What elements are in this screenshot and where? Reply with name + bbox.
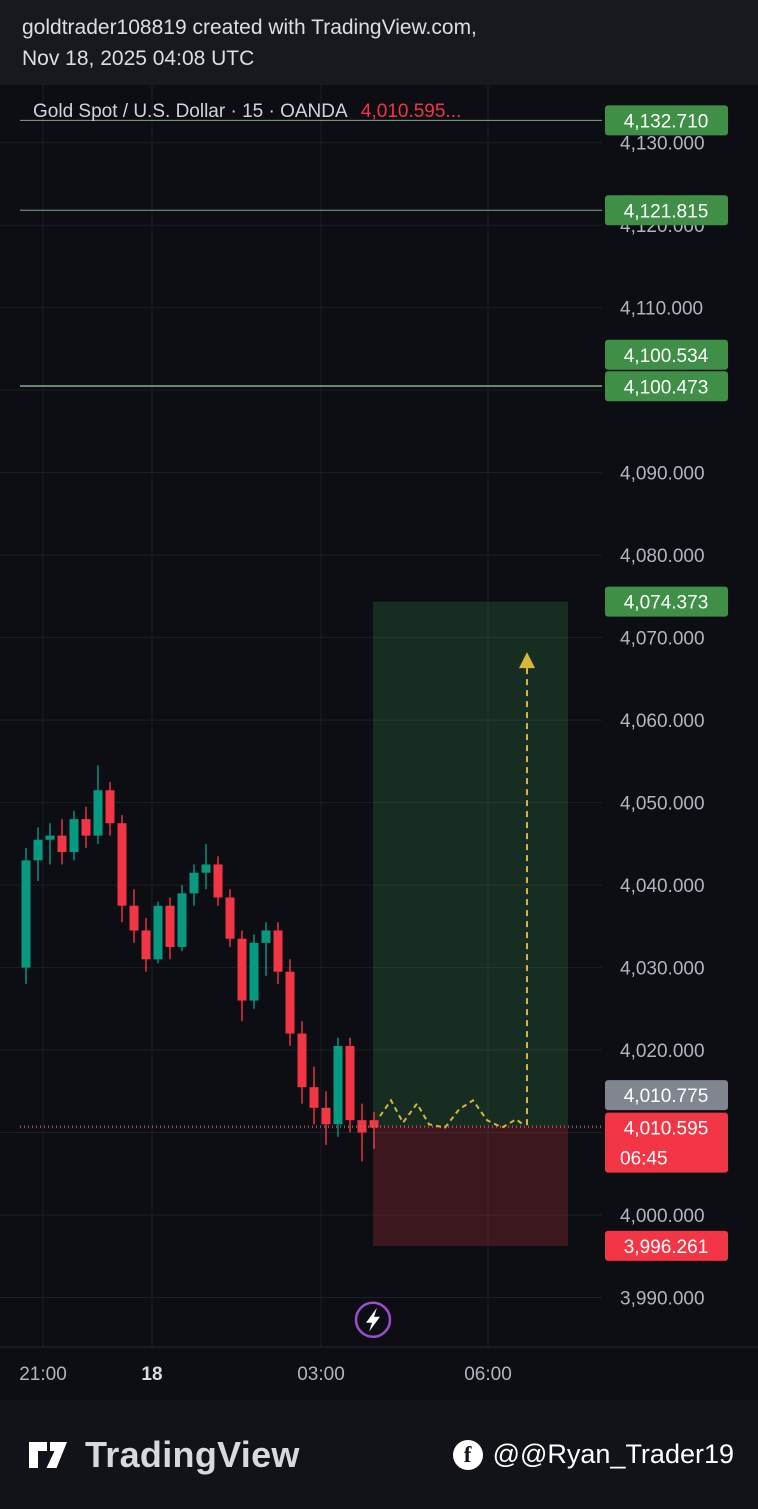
candle-body — [225, 897, 235, 939]
price-tick-label: 4,000.000 — [620, 1206, 705, 1227]
candle-body — [153, 905, 163, 960]
candle-body — [333, 1045, 343, 1125]
long-position-tool[interactable] — [373, 601, 568, 1246]
candle-body — [165, 905, 175, 947]
price-badge-green — [605, 586, 728, 617]
grid — [0, 85, 602, 1347]
tradingview-wordmark: TradingView — [85, 1433, 300, 1475]
candle-body — [297, 1033, 307, 1088]
arrow-head — [519, 652, 535, 669]
price-chart[interactable]: 3,990.0004,000.0004,010.0004,020.0004,03… — [0, 85, 758, 1400]
price-tick-label: 4,130.000 — [620, 134, 705, 155]
price-axis[interactable]: 3,990.0004,000.0004,010.0004,020.0004,03… — [605, 105, 728, 1310]
price-badge-green — [605, 105, 728, 136]
price-badge-label: 4,132.710 — [624, 111, 709, 132]
candle-body — [273, 930, 283, 972]
profit-zone — [373, 601, 568, 1127]
social-handle: @@Ryan_Trader19 — [492, 1439, 734, 1469]
price-tick-label: 4,090.000 — [620, 464, 705, 485]
candle-body — [33, 839, 43, 861]
price-badge-label: 4,100.534 — [624, 346, 709, 367]
time-tick-label: 21:00 — [19, 1364, 67, 1385]
legend-last-price: 4,010.595... — [360, 101, 462, 122]
price-badge-green — [605, 371, 728, 402]
legend-symbol-title[interactable]: Gold Spot / U.S. Dollar · 15 · OANDA — [33, 101, 347, 122]
price-badge-label: 4,121.815 — [624, 201, 709, 222]
candle-body — [357, 1120, 367, 1133]
price-badge-label: 4,010.595 — [624, 1119, 709, 1140]
stop-loss-zone — [373, 1126, 568, 1246]
candle-body — [309, 1087, 319, 1108]
attribution-line1: goldtrader108819 created with TradingVie… — [22, 16, 477, 39]
candle-body — [45, 835, 55, 840]
lightning-bolt-icon — [366, 1307, 380, 1332]
attribution-line2: Nov 18, 2025 04:08 UTC — [22, 47, 255, 70]
candle-body — [261, 930, 271, 943]
price-tick-label: 4,050.000 — [620, 794, 705, 815]
projection-squiggle — [379, 1098, 525, 1129]
price-badge-label: 4,010.775 — [624, 1086, 709, 1107]
candlestick-series — [21, 765, 379, 1162]
price-tick-label: 4,080.000 — [620, 546, 705, 567]
attribution-header: goldtrader108819 created with TradingVie… — [0, 0, 758, 85]
candle-body — [129, 905, 139, 931]
price-tick-label: 3,990.000 — [620, 1289, 705, 1310]
candle-body — [345, 1045, 355, 1121]
time-tick-label: 18 — [141, 1364, 162, 1385]
candle-body — [201, 864, 211, 873]
candle-body — [21, 860, 31, 968]
candle-body — [237, 938, 247, 1001]
candle-body — [177, 893, 187, 947]
candle-body — [117, 823, 127, 906]
price-badge-label: 3,996.261 — [624, 1237, 709, 1258]
price-alert-lines — [20, 119, 602, 387]
time-tick-label: 03:00 — [297, 1364, 345, 1385]
candle-body — [93, 790, 103, 836]
chart-area[interactable]: 3,990.0004,000.0004,010.0004,020.0004,03… — [0, 85, 758, 1400]
candle-body — [141, 930, 151, 960]
facebook-icon: f — [452, 1439, 483, 1470]
time-axis[interactable]: 21:00 18 03:00 06:00 — [0, 1346, 758, 1385]
candle-body — [189, 872, 199, 894]
lightning-emblem[interactable] — [354, 1301, 392, 1339]
projection-arrow[interactable] — [379, 652, 535, 1129]
price-badge-gray — [605, 1080, 728, 1111]
candle-body — [213, 864, 223, 898]
price-badge-red — [605, 1112, 728, 1173]
price-badge-red — [605, 1230, 728, 1261]
price-badge-green — [605, 195, 728, 226]
candle-body — [249, 942, 259, 1001]
candle-body — [285, 971, 295, 1034]
price-tick-label: 4,060.000 — [620, 711, 705, 732]
price-badge-label: 4,100.473 — [624, 377, 709, 398]
price-badge-green — [605, 339, 728, 370]
tradingview-logo-icon — [29, 1441, 67, 1468]
price-tick-label: 4,020.000 — [620, 1041, 705, 1062]
candle-body — [369, 1120, 379, 1128]
price-tick-label: 4,110.000 — [620, 299, 703, 320]
countdown-label: 06:45 — [620, 1149, 668, 1170]
social-credit: f @@Ryan_Trader19 — [452, 1439, 734, 1470]
candle-body — [321, 1107, 331, 1125]
price-tick-label: 4,030.000 — [620, 959, 705, 980]
price-badge-label: 4,074.373 — [624, 593, 709, 614]
price-tick-label: 4,040.000 — [620, 876, 705, 897]
candle-body — [105, 790, 115, 824]
candle-body — [57, 835, 67, 853]
lightning-emblem-ring — [354, 1301, 392, 1339]
price-tick-label: 4,070.000 — [620, 629, 705, 650]
candle-body — [69, 819, 79, 853]
time-tick-label: 06:00 — [464, 1364, 512, 1385]
chart-legend[interactable]: Gold Spot / U.S. Dollar · 15 · OANDA 4,0… — [33, 101, 461, 123]
tradingview-brand: TradingView — [24, 1432, 300, 1478]
footer: TradingView f @@Ryan_Trader19 — [0, 1400, 758, 1509]
candle-body — [81, 819, 91, 836]
